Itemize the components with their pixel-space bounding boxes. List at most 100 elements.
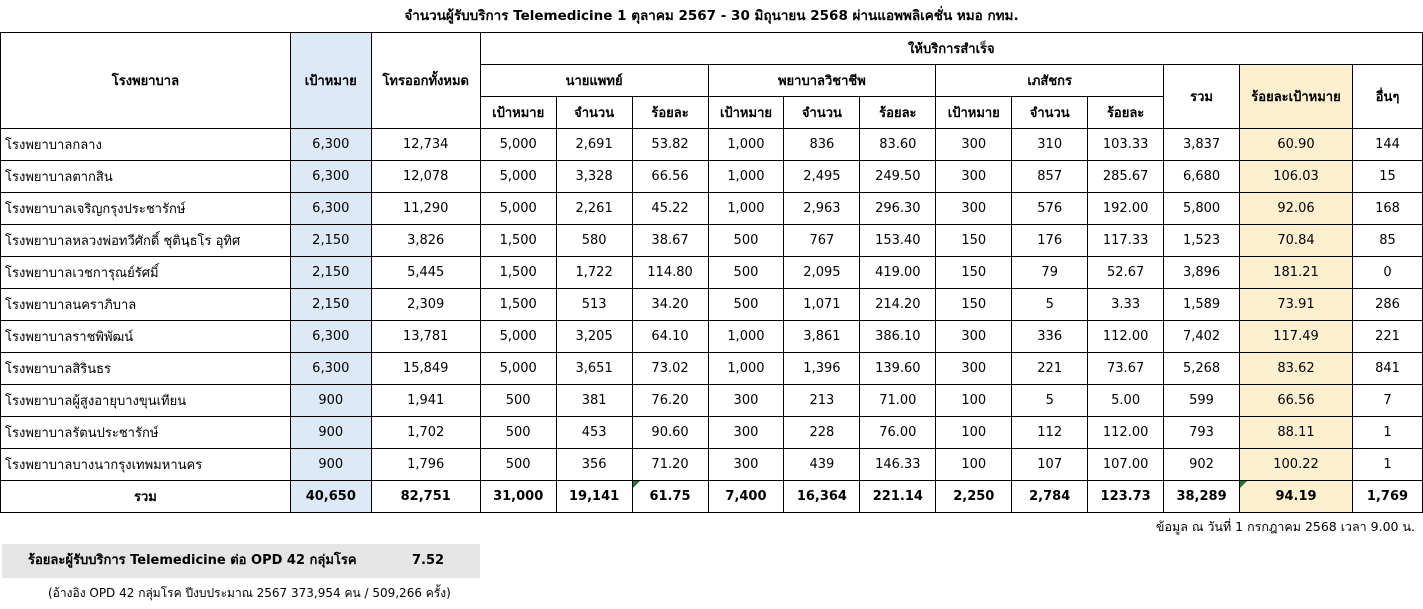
total-sum: 38,289	[1163, 480, 1241, 513]
subheader-nurse-count: จำนวน	[783, 96, 861, 129]
cell-doctor-target: 1,500	[479, 224, 557, 257]
cell-nurse-target: 500	[707, 256, 785, 289]
cell-total-calls: 15,849	[370, 352, 481, 385]
subheader-doctor-target: เป้าหมาย	[479, 96, 557, 129]
cell-pharmacist-percent: 107.00	[1087, 448, 1165, 481]
cell-pharmacist-count: 5	[1011, 384, 1089, 417]
table-row: โรงพยาบาลผู้สูงอายุบางขุนเทียน 900 1,941 50…	[0, 384, 1423, 417]
cell-target: 6,300	[289, 192, 372, 225]
cell-nurse-count: 2,095	[783, 256, 861, 289]
cell-sum: 5,268	[1163, 352, 1241, 385]
cell-pharmacist-percent: 117.33	[1087, 224, 1165, 257]
cell-nurse-target: 500	[707, 224, 785, 257]
cell-doctor-target: 500	[479, 448, 557, 481]
cell-total-calls: 12,078	[370, 160, 481, 193]
cell-hospital-name: โรงพยาบาลกลาง	[0, 128, 291, 161]
header-target: เป้าหมาย	[289, 32, 372, 129]
cell-hospital-name: โรงพยาบาลราชพิพัฒน์	[0, 320, 291, 353]
cell-nurse-count: 228	[783, 416, 861, 449]
cell-pharmacist-percent: 112.00	[1087, 416, 1165, 449]
header-doctor: นายแพทย์	[479, 64, 709, 97]
cell-pharmacist-target: 150	[935, 224, 1013, 257]
subheader-nurse-percent: ร้อยละ	[859, 96, 937, 129]
cell-total-calls: 5,445	[370, 256, 481, 289]
cell-doctor-count: 381	[555, 384, 633, 417]
cell-target: 2,150	[289, 224, 372, 257]
total-percent-target: 94.19	[1239, 480, 1353, 513]
cell-others: 85	[1351, 224, 1423, 257]
cell-target: 2,150	[289, 256, 372, 289]
cell-target: 900	[289, 448, 372, 481]
cell-sum: 5,800	[1163, 192, 1241, 225]
cell-total-calls: 1,702	[370, 416, 481, 449]
cell-doctor-target: 500	[479, 416, 557, 449]
cell-doctor-target: 500	[479, 384, 557, 417]
cell-nurse-target: 1,000	[707, 320, 785, 353]
cell-pharmacist-target: 300	[935, 128, 1013, 161]
cell-nurse-percent: 296.30	[859, 192, 937, 225]
cell-doctor-target: 5,000	[479, 320, 557, 353]
cell-doctor-count: 2,261	[555, 192, 633, 225]
cell-pharmacist-target: 100	[935, 416, 1013, 449]
summary-label: ร้อยละผู้รับบริการ Telemedicine ต่อ OPD …	[28, 553, 357, 568]
cell-others: 0	[1351, 256, 1423, 289]
cell-pharmacist-count: 221	[1011, 352, 1089, 385]
cell-sum: 7,402	[1163, 320, 1241, 353]
total-doctor-target: 31,000	[479, 480, 557, 513]
cell-doctor-percent: 90.60	[631, 416, 709, 449]
cell-doctor-target: 5,000	[479, 128, 557, 161]
cell-hospital-name: โรงพยาบาลหลวงพ่อทวีศักดิ์ ชุตินฺธโร อุทิ…	[0, 224, 291, 257]
cell-pharmacist-percent: 192.00	[1087, 192, 1165, 225]
cell-doctor-target: 1,500	[479, 256, 557, 289]
cell-target: 6,300	[289, 128, 372, 161]
total-pharmacist-percent: 123.73	[1087, 480, 1165, 513]
cell-doctor-count: 453	[555, 416, 633, 449]
cell-nurse-target: 300	[707, 448, 785, 481]
cell-doctor-count: 3,651	[555, 352, 633, 385]
header-pharmacist: เภสัชกร	[935, 64, 1165, 97]
cell-pharmacist-count: 176	[1011, 224, 1089, 257]
cell-nurse-target: 300	[707, 416, 785, 449]
cell-pharmacist-percent: 112.00	[1087, 320, 1165, 353]
cell-nurse-percent: 139.60	[859, 352, 937, 385]
cell-nurse-target: 1,000	[707, 128, 785, 161]
cell-sum: 1,523	[1163, 224, 1241, 257]
table-row: โรงพยาบาลสิรินธร 6,300 15,849 5,000 3,651 73.…	[0, 352, 1423, 385]
total-doctor-percent: 61.75	[631, 480, 709, 513]
cell-doctor-count: 1,722	[555, 256, 633, 289]
summary-value: 7.52	[412, 553, 445, 568]
table-row: โรงพยาบาลตากสิน 6,300 12,078 5,000 3,328 66.5…	[0, 160, 1423, 193]
cell-others: 144	[1351, 128, 1423, 161]
cell-nurse-percent: 146.33	[859, 448, 937, 481]
cell-pharmacist-target: 150	[935, 256, 1013, 289]
reference-note: (อ้างอิง OPD 42 กลุ่มโรค ปีงบประมาณ 2567…	[48, 586, 451, 600]
table-row: โรงพยาบาลหลวงพ่อทวีศักดิ์ ชุตินฺธโร อุทิ…	[0, 224, 1423, 257]
cell-others: 1	[1351, 416, 1423, 449]
cell-nurse-percent: 419.00	[859, 256, 937, 289]
summary-box: ร้อยละผู้รับบริการ Telemedicine ต่อ OPD …	[2, 544, 480, 578]
cell-hospital-name: โรงพยาบาลสิรินธร	[0, 352, 291, 385]
cell-percent-target: 100.22	[1239, 448, 1353, 481]
cell-others: 1	[1351, 448, 1423, 481]
cell-doctor-percent: 38.67	[631, 224, 709, 257]
table-row: โรงพยาบาลเจริญกรุงประชารักษ์ 6,300 11,290 5…	[0, 192, 1423, 225]
page-title: จำนวนผู้รับบริการ Telemedicine 1 ตุลาคม …	[404, 8, 1019, 24]
cell-pharmacist-count: 336	[1011, 320, 1089, 353]
header-hospital: โรงพยาบาล	[0, 32, 291, 129]
telemedicine-table: โรงพยาบาล เป้าหมาย โทรออกทั้งหมด ให้บริก…	[0, 32, 1423, 513]
cell-sum: 599	[1163, 384, 1241, 417]
cell-others: 286	[1351, 288, 1423, 321]
cell-nurse-count: 1,071	[783, 288, 861, 321]
table-row: โรงพยาบาลบางนากรุงเทพมหานคร 900 1,796 500 35…	[0, 448, 1423, 481]
cell-pharmacist-count: 112	[1011, 416, 1089, 449]
cell-doctor-percent: 71.20	[631, 448, 709, 481]
cell-nurse-count: 2,963	[783, 192, 861, 225]
cell-hospital-name: โรงพยาบาลตากสิน	[0, 160, 291, 193]
cell-pharmacist-count: 857	[1011, 160, 1089, 193]
cell-percent-target: 92.06	[1239, 192, 1353, 225]
cell-percent-target: 83.62	[1239, 352, 1353, 385]
subheader-pharmacist-percent: ร้อยละ	[1087, 96, 1165, 129]
cell-others: 168	[1351, 192, 1423, 225]
cell-sum: 793	[1163, 416, 1241, 449]
cell-doctor-count: 513	[555, 288, 633, 321]
